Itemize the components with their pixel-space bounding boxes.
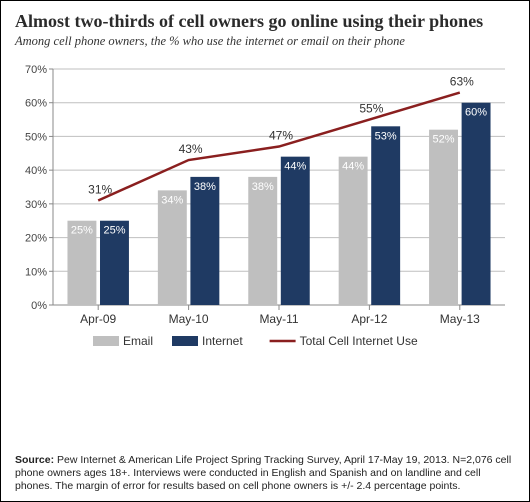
svg-text:55%: 55% (359, 101, 383, 115)
bar (429, 129, 458, 304)
svg-text:44%: 44% (342, 160, 364, 172)
svg-text:20%: 20% (25, 232, 47, 244)
svg-text:50%: 50% (25, 131, 47, 143)
svg-text:31%: 31% (88, 182, 112, 196)
source-note: Source: Pew Internet & American Life Pro… (15, 454, 515, 493)
svg-text:52%: 52% (433, 133, 455, 145)
svg-text:May-13: May-13 (440, 312, 480, 326)
svg-text:38%: 38% (194, 181, 216, 193)
chart-subtitle: Among cell phone owners, the % who use t… (15, 34, 515, 49)
svg-text:Apr-12: Apr-12 (351, 312, 387, 326)
svg-text:Email: Email (123, 334, 153, 348)
bar (248, 177, 277, 305)
svg-text:0%: 0% (31, 300, 47, 312)
svg-text:25%: 25% (103, 224, 125, 236)
chart-card: Almost two-thirds of cell owners go onli… (0, 0, 530, 502)
bar (371, 126, 400, 305)
svg-text:May-11: May-11 (259, 312, 298, 326)
bar (281, 156, 310, 304)
svg-text:Apr-09: Apr-09 (80, 312, 116, 326)
svg-text:25%: 25% (71, 224, 93, 236)
svg-text:47%: 47% (269, 128, 293, 142)
chart-area: 0% 10% 20% 30% 40% 50% 60% 70% 25% 34% 38% 44% 52% 25… (15, 55, 515, 450)
source-label: Source: (15, 454, 54, 466)
svg-text:30%: 30% (25, 199, 47, 211)
svg-text:63%: 63% (450, 74, 474, 88)
bar (190, 177, 219, 305)
svg-text:Internet: Internet (202, 334, 243, 348)
svg-text:10%: 10% (25, 266, 47, 278)
bar (339, 156, 368, 304)
source-text: Pew Internet & American Life Project Spr… (15, 454, 511, 492)
svg-text:70%: 70% (25, 64, 47, 76)
svg-text:44%: 44% (284, 160, 306, 172)
svg-text:60%: 60% (465, 106, 487, 118)
svg-text:May-10: May-10 (169, 312, 209, 326)
svg-text:Total Cell Internet Use: Total Cell Internet Use (300, 334, 418, 348)
chart-title: Almost two-thirds of cell owners go onli… (15, 11, 515, 32)
svg-text:60%: 60% (25, 97, 47, 109)
svg-text:38%: 38% (252, 181, 274, 193)
trend-line (98, 92, 460, 200)
chart-svg: 0% 10% 20% 30% 40% 50% 60% 70% 25% 34% 38% 44% 52% 25… (15, 55, 515, 365)
svg-text:53%: 53% (375, 130, 397, 142)
legend: Email Internet Total Cell Internet Use (93, 334, 418, 348)
svg-text:43%: 43% (179, 142, 203, 156)
bar (462, 102, 491, 304)
svg-text:34%: 34% (161, 194, 183, 206)
bar (158, 190, 187, 305)
svg-text:40%: 40% (25, 165, 47, 177)
